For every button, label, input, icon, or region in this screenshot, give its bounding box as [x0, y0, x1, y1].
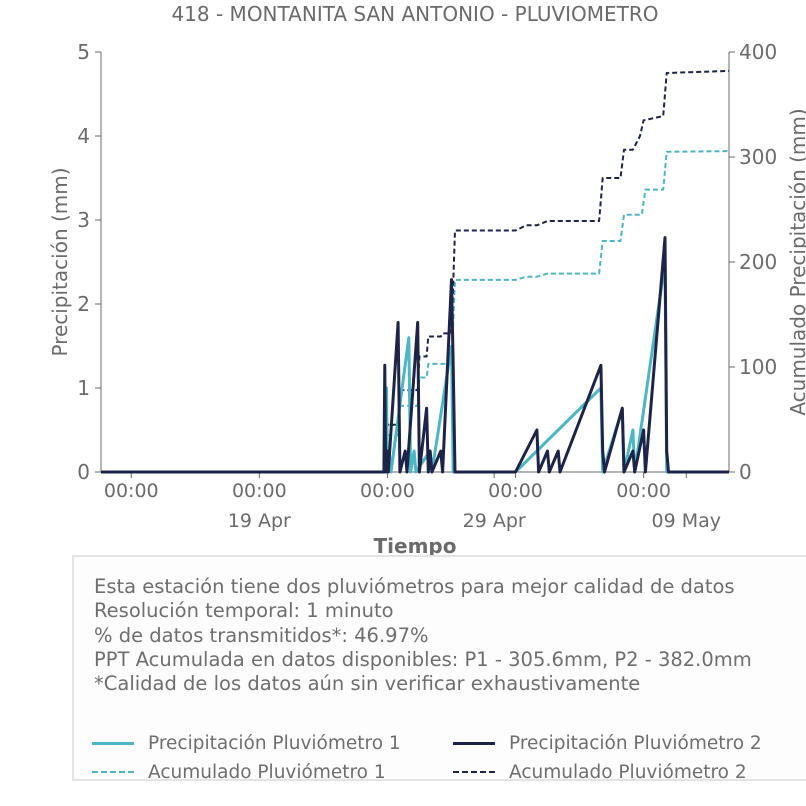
y2-tick-label: 0	[739, 460, 752, 484]
y-tick-label: 0	[77, 460, 90, 484]
legend-label: Acumulado Pluviómetro 1	[148, 761, 386, 783]
legend-item-acum-1: Acumulado Pluviómetro 1	[92, 758, 386, 786]
y2-tick-label: 200	[739, 250, 777, 274]
x-tick-date-label: 29 Apr	[463, 510, 526, 532]
y-tick-label: 1	[77, 376, 90, 400]
legend-label: Precipitación Pluviómetro 2	[509, 732, 762, 754]
x-tick-date-label: 09 May	[652, 510, 722, 532]
y2-tick-label: 400	[739, 40, 777, 64]
chart-title: 418 - MONTANITA SAN ANTONIO - PLUVIOMETR…	[171, 2, 658, 26]
legend-dashed-line-icon	[92, 771, 134, 773]
y2-axis-label: Acumulado Precipitación (mm)	[786, 108, 806, 415]
y-tick-label: 5	[77, 40, 90, 64]
series-line-4	[101, 69, 730, 473]
y-tick-label: 2	[77, 292, 90, 316]
x-tick-label: 00:00	[360, 480, 415, 502]
info-line: *Calidad de los datos aún sin verificar …	[94, 672, 641, 696]
y2-tick-label: 300	[739, 145, 777, 169]
info-text: Esta estación tiene dos pluviómetros par…	[94, 575, 752, 696]
x-tick-label: 00:00	[232, 480, 287, 502]
info-line: PPT Acumulada en datos disponibles: P1 -…	[94, 647, 752, 671]
legend-item-precip-2: Precipitación Pluviómetro 2	[453, 729, 762, 757]
legend-label: Precipitación Pluviómetro 1	[148, 732, 401, 754]
info-line: % de datos transmitidos*: 46.97%	[94, 623, 429, 647]
y-tick-label: 4	[77, 124, 90, 148]
legend-line-icon	[92, 741, 134, 745]
legend-label: Acumulado Pluviómetro 2	[509, 761, 747, 783]
legend-item-acum-2: Acumulado Pluviómetro 2	[453, 758, 747, 786]
legend-dashed-line-icon	[453, 771, 495, 773]
legend-line-icon	[453, 741, 495, 745]
legend-item-precip-1: Precipitación Pluviómetro 1	[92, 729, 401, 757]
x-tick-label: 00:00	[616, 480, 671, 502]
info-box: Esta estación tiene dos pluviómetros par…	[72, 555, 806, 783]
info-line: Resolución temporal: 1 minuto	[94, 599, 394, 623]
x-tick-label: 00:00	[488, 480, 543, 502]
x-tick-label: 00:00	[104, 480, 159, 502]
x-axis-label: Tiempo	[374, 534, 457, 558]
info-line: Esta estación tiene dos pluviómetros par…	[94, 575, 735, 598]
y-tick-label: 3	[77, 208, 90, 232]
plot-area	[101, 69, 730, 474]
y2-tick-label: 100	[739, 355, 777, 379]
y-axis-label: Precipitación (mm)	[48, 167, 72, 356]
legend: Precipitación Pluviómetro 1 Precipitació…	[92, 729, 806, 789]
x-tick-date-label: 19 Apr	[228, 510, 291, 532]
series-line-3	[101, 150, 730, 473]
series-line-2	[101, 236, 729, 474]
